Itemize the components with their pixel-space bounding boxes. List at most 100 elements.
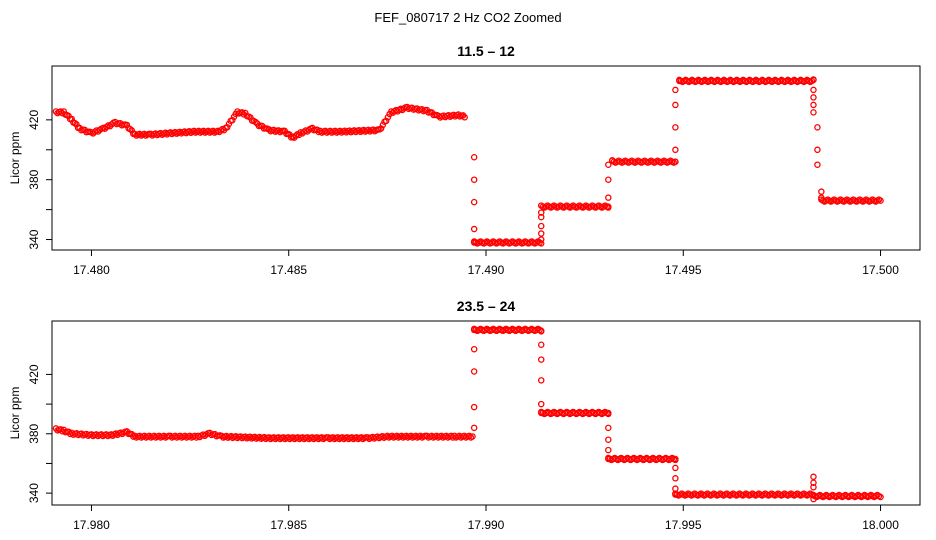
data-point: [537, 356, 545, 363]
data-point: [672, 158, 679, 165]
data-point: [470, 198, 478, 206]
y-tick-label: 340: [27, 483, 41, 503]
data-point: [73, 121, 80, 128]
data-point: [537, 400, 545, 408]
data-point: [672, 101, 679, 109]
data-point: [810, 76, 817, 83]
x-tick-label: 17.990: [468, 518, 505, 532]
figure-title: FEF_080717 2 Hz CO2 Zoomed: [374, 10, 561, 25]
data-point: [877, 493, 884, 501]
data-point: [57, 108, 64, 115]
data-point: [810, 495, 817, 503]
data-points: [52, 325, 884, 503]
data-point: [537, 341, 545, 348]
data-point: [470, 225, 478, 233]
data-point: [252, 118, 259, 126]
data-point: [814, 161, 821, 168]
x-tick-label: 17.485: [270, 263, 307, 277]
x-tick-label: 17.980: [73, 518, 110, 532]
chart-panel-bottom: 23.5 – 24 Licor ppm 340 380 420 17.980 17.985 1…: [8, 298, 921, 532]
data-point: [229, 116, 236, 124]
data-point: [292, 132, 300, 139]
data-point: [240, 111, 247, 118]
data-point: [605, 161, 612, 168]
data-point: [537, 222, 545, 230]
data-point: [470, 403, 478, 411]
data-point: [247, 114, 254, 121]
data-point: [379, 121, 387, 129]
data-point: [877, 197, 884, 204]
data-point: [672, 491, 679, 498]
data-point: [672, 475, 679, 482]
data-point: [469, 433, 476, 440]
x-tick-label: 17.500: [862, 263, 899, 277]
data-point: [672, 146, 679, 154]
data-point: [242, 109, 249, 117]
data-point: [814, 146, 821, 154]
data-point: [384, 113, 392, 121]
data-point: [537, 230, 545, 237]
x-tick-label: 17.995: [665, 518, 702, 532]
data-point: [461, 114, 468, 121]
data-points: [52, 76, 884, 247]
data-point: [537, 209, 545, 216]
y-tick-label: 380: [27, 423, 41, 443]
data-point: [676, 77, 683, 85]
y-tick-label: 380: [27, 169, 41, 189]
data-point: [605, 424, 612, 432]
data-point: [609, 156, 616, 164]
data-point: [470, 345, 478, 353]
x-tick-label: 17.480: [73, 263, 110, 277]
data-point: [605, 446, 612, 454]
data-point: [537, 377, 545, 384]
data-point: [537, 240, 545, 247]
data-point: [810, 109, 817, 116]
plot-frame: [51, 320, 921, 506]
y-axis-label: Licor ppm: [8, 387, 22, 440]
data-point: [810, 86, 817, 94]
data-point: [810, 479, 817, 486]
x-tick-label: 17.495: [665, 263, 702, 277]
data-point: [128, 127, 135, 134]
data-point: [470, 326, 478, 334]
data-point: [810, 483, 817, 491]
data-point: [537, 328, 545, 335]
data-point: [605, 194, 612, 201]
data-point: [224, 123, 231, 131]
data-point: [382, 117, 390, 125]
chart-panel-top: 11.5 – 12 Licor ppm 340 380 420 17.480 17.485 1…: [8, 43, 921, 277]
y-tick-label: 420: [27, 110, 41, 130]
data-point: [470, 154, 478, 161]
data-point: [605, 436, 612, 443]
data-point: [818, 194, 825, 201]
data-point: [537, 213, 545, 221]
y-tick-label: 340: [27, 229, 41, 249]
x-tick-label: 17.985: [270, 518, 307, 532]
x-tick-label: 17.490: [468, 263, 505, 277]
data-point: [605, 176, 612, 183]
data-point: [103, 123, 110, 131]
data-point: [672, 455, 679, 463]
data-point: [672, 86, 679, 94]
data-point: [537, 409, 545, 417]
y-axis-label: Licor ppm: [8, 132, 22, 185]
data-point: [537, 236, 545, 243]
data-point: [470, 424, 478, 432]
data-point: [814, 124, 821, 131]
data-point: [470, 176, 478, 183]
data-point: [810, 101, 817, 109]
data-point: [672, 124, 679, 131]
data-point: [810, 94, 817, 101]
data-point: [810, 473, 817, 481]
plot-frame: [51, 65, 921, 251]
data-point: [68, 115, 75, 123]
data-point: [605, 203, 612, 210]
panel-title: 11.5 – 12: [457, 43, 515, 59]
data-point: [377, 125, 385, 132]
x-tick-label: 18.000: [862, 518, 899, 532]
data-point: [605, 455, 612, 463]
y-tick-label: 420: [27, 364, 41, 384]
data-point: [818, 188, 825, 195]
data-point: [123, 121, 131, 129]
